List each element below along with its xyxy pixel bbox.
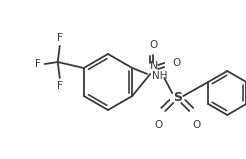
Text: O: O xyxy=(192,120,200,130)
Text: F: F xyxy=(57,81,63,91)
Text: O: O xyxy=(154,120,162,130)
Text: F: F xyxy=(35,59,41,69)
Text: O: O xyxy=(149,40,157,50)
Text: N: N xyxy=(150,61,158,71)
Text: O: O xyxy=(172,58,181,68)
Text: S: S xyxy=(173,91,182,104)
Text: F: F xyxy=(57,33,63,43)
Text: NH: NH xyxy=(152,71,168,81)
